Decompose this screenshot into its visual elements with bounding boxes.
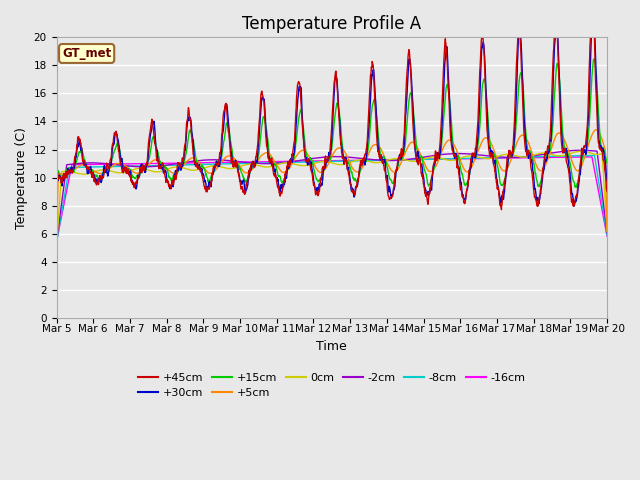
+5cm (360, 163, 367, 168)
+5cm (603, 227, 611, 233)
+5cm (52, 238, 60, 243)
+15cm (554, 65, 562, 71)
+45cm (52, 170, 60, 176)
0cm (348, 159, 355, 165)
+15cm (492, 156, 499, 161)
+30cm (603, 178, 611, 184)
+15cm (573, 184, 580, 190)
+15cm (360, 159, 367, 165)
Line: +30cm: +30cm (56, 17, 607, 206)
+45cm (348, 185, 355, 191)
-16cm (570, 154, 577, 160)
-2cm (577, 147, 584, 153)
Title: Temperature Profile A: Temperature Profile A (242, 15, 421, 33)
-2cm (360, 156, 367, 162)
0cm (554, 153, 562, 159)
Line: +15cm: +15cm (56, 59, 607, 187)
+5cm (570, 163, 577, 168)
0cm (577, 148, 585, 154)
+5cm (554, 130, 562, 136)
+45cm (492, 175, 499, 180)
+5cm (348, 164, 355, 169)
-16cm (492, 156, 499, 161)
+15cm (206, 177, 214, 182)
Text: GT_met: GT_met (62, 47, 111, 60)
+45cm (589, 1, 596, 7)
+15cm (603, 160, 611, 166)
-8cm (492, 155, 499, 161)
-2cm (52, 239, 60, 244)
+5cm (592, 127, 600, 132)
-8cm (554, 153, 562, 159)
+45cm (206, 183, 214, 189)
+5cm (206, 170, 214, 176)
Line: 0cm: 0cm (56, 151, 607, 245)
Y-axis label: Temperature (C): Temperature (C) (15, 127, 28, 228)
Line: -8cm: -8cm (56, 156, 607, 243)
-8cm (52, 240, 60, 246)
+5cm (492, 152, 499, 158)
-8cm (591, 153, 598, 158)
+45cm (360, 155, 367, 161)
Legend: +45cm, +30cm, +15cm, +5cm, 0cm, -2cm, -8cm, -16cm: +45cm, +30cm, +15cm, +5cm, 0cm, -2cm, -8… (134, 368, 530, 403)
+30cm (570, 203, 578, 209)
Line: -2cm: -2cm (56, 150, 607, 241)
Line: +45cm: +45cm (56, 4, 607, 210)
+15cm (570, 179, 577, 184)
-2cm (206, 157, 214, 163)
-8cm (348, 158, 355, 164)
+30cm (554, 47, 562, 52)
+30cm (206, 181, 214, 187)
-16cm (52, 239, 60, 244)
+15cm (52, 169, 60, 175)
-8cm (570, 153, 577, 159)
-2cm (554, 149, 562, 155)
+30cm (589, 14, 597, 20)
+30cm (492, 165, 499, 171)
Line: +5cm: +5cm (56, 130, 607, 240)
0cm (570, 150, 577, 156)
-8cm (206, 161, 214, 167)
0cm (52, 242, 60, 248)
-16cm (348, 157, 355, 163)
0cm (603, 228, 611, 234)
0cm (206, 163, 214, 169)
+30cm (570, 200, 577, 206)
-16cm (603, 233, 611, 239)
-16cm (360, 157, 367, 163)
+45cm (498, 207, 506, 213)
+30cm (360, 157, 367, 163)
-8cm (603, 232, 611, 238)
+45cm (570, 202, 578, 207)
-2cm (570, 148, 577, 154)
-2cm (348, 155, 355, 160)
-16cm (206, 160, 214, 166)
+15cm (590, 56, 598, 62)
-2cm (603, 230, 611, 236)
-16cm (588, 154, 596, 160)
+30cm (52, 175, 60, 181)
-16cm (554, 155, 562, 160)
0cm (492, 154, 499, 160)
+45cm (603, 189, 611, 194)
Line: -16cm: -16cm (56, 157, 607, 241)
X-axis label: Time: Time (316, 340, 347, 353)
+30cm (348, 188, 355, 194)
+15cm (348, 169, 355, 175)
0cm (360, 157, 367, 163)
-8cm (360, 158, 367, 164)
+45cm (555, 66, 563, 72)
-2cm (492, 154, 499, 159)
